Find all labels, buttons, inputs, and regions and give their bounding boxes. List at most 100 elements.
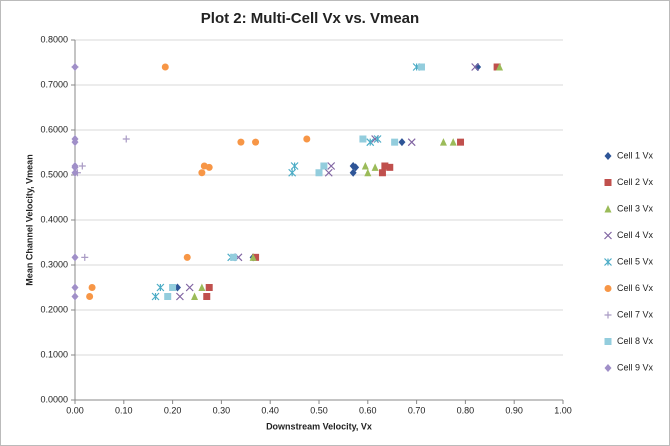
x-tick-label: 0.00: [66, 405, 84, 415]
y-tick-label: 0.4000: [40, 214, 68, 224]
point: [474, 63, 482, 71]
legend-label: Cell 7 Vx: [617, 309, 654, 319]
y-tick-label: 0.8000: [40, 34, 68, 44]
point: [205, 284, 213, 291]
y-tick-label: 0.0000: [40, 394, 68, 404]
point: [175, 292, 184, 301]
point: [449, 138, 457, 146]
point: [205, 163, 213, 171]
chart-title: Plot 2: Multi-Cell Vx vs. Vmean: [201, 10, 419, 27]
point: [230, 253, 238, 261]
x-tick-label: 0.80: [457, 405, 475, 415]
legend-label: Cell 1 Vx: [617, 150, 654, 160]
point: [191, 292, 199, 300]
point: [324, 168, 333, 177]
point: [198, 283, 206, 291]
point: [71, 138, 79, 147]
point: [398, 138, 406, 147]
point: [457, 138, 465, 146]
point: [378, 169, 386, 177]
point: [366, 138, 375, 147]
y-tick-label: 0.5000: [40, 169, 68, 179]
point: [81, 253, 89, 261]
point: [122, 135, 130, 143]
point: [183, 253, 191, 261]
point: [493, 63, 501, 71]
legend-label: Cell 4 Vx: [617, 230, 654, 240]
legend-marker: [604, 152, 612, 160]
legend-label: Cell 8 Vx: [617, 336, 654, 346]
point: [164, 293, 172, 300]
point: [439, 138, 447, 146]
point: [407, 138, 416, 147]
point: [320, 162, 328, 170]
x-tick-label: 0.70: [408, 405, 426, 415]
x-tick-label: 0.90: [505, 405, 523, 415]
legend-marker: [604, 364, 612, 372]
point: [71, 253, 79, 262]
point: [78, 162, 86, 170]
point: [391, 138, 399, 146]
point: [252, 138, 260, 146]
legend-marker: [604, 179, 612, 186]
point: [151, 292, 160, 301]
point: [156, 283, 165, 292]
y-tick-label: 0.1000: [40, 349, 68, 359]
legend-marker: [604, 258, 612, 266]
point: [88, 284, 96, 291]
point: [364, 168, 372, 177]
point: [161, 63, 169, 71]
x-tick-label: 0.30: [213, 405, 231, 415]
legend-marker: [604, 231, 612, 240]
legend-label: Cell 9 Vx: [617, 362, 654, 372]
x-tick-label: 0.50: [310, 405, 328, 415]
y-tick-label: 0.7000: [40, 79, 68, 89]
x-tick-label: 1.00: [554, 405, 572, 415]
y-tick-label: 0.2000: [40, 304, 68, 314]
point: [71, 163, 79, 172]
point: [288, 168, 297, 177]
x-tick-label: 0.20: [164, 405, 182, 415]
x-axis-title: Downstream Velocity, Vx: [266, 421, 372, 431]
point: [373, 135, 382, 143]
point: [169, 284, 177, 291]
legend-label: Cell 5 Vx: [617, 256, 654, 266]
x-tick-label: 0.40: [261, 405, 279, 415]
point: [361, 162, 369, 170]
y-tick-label: 0.6000: [40, 124, 68, 134]
point: [327, 162, 336, 170]
point: [371, 163, 379, 171]
legend-label: Cell 2 Vx: [617, 177, 654, 187]
y-tick-label: 0.3000: [40, 259, 68, 269]
point: [359, 135, 367, 143]
point: [71, 283, 79, 292]
x-tick-label: 0.60: [359, 405, 377, 415]
point: [315, 169, 323, 177]
legend-marker: [604, 205, 612, 213]
legend-label: Cell 3 Vx: [617, 203, 654, 213]
point: [252, 253, 260, 261]
legend-marker: [604, 311, 612, 319]
point: [71, 292, 79, 301]
point: [198, 169, 206, 177]
y-axis-title: Mean Channel Velocity, Vmean: [24, 154, 34, 285]
point: [417, 63, 425, 71]
legend-marker: [604, 338, 612, 345]
point: [303, 135, 311, 143]
point: [381, 162, 389, 170]
point: [71, 63, 79, 71]
point: [496, 63, 504, 71]
point: [185, 283, 194, 292]
point: [237, 138, 245, 146]
point: [203, 293, 211, 300]
point: [352, 163, 360, 172]
point: [386, 163, 394, 171]
legend-label: Cell 6 Vx: [617, 283, 654, 293]
point: [471, 63, 480, 71]
legend-marker: [604, 285, 612, 292]
point: [71, 168, 79, 177]
x-tick-label: 0.10: [115, 405, 133, 415]
point: [349, 168, 357, 177]
